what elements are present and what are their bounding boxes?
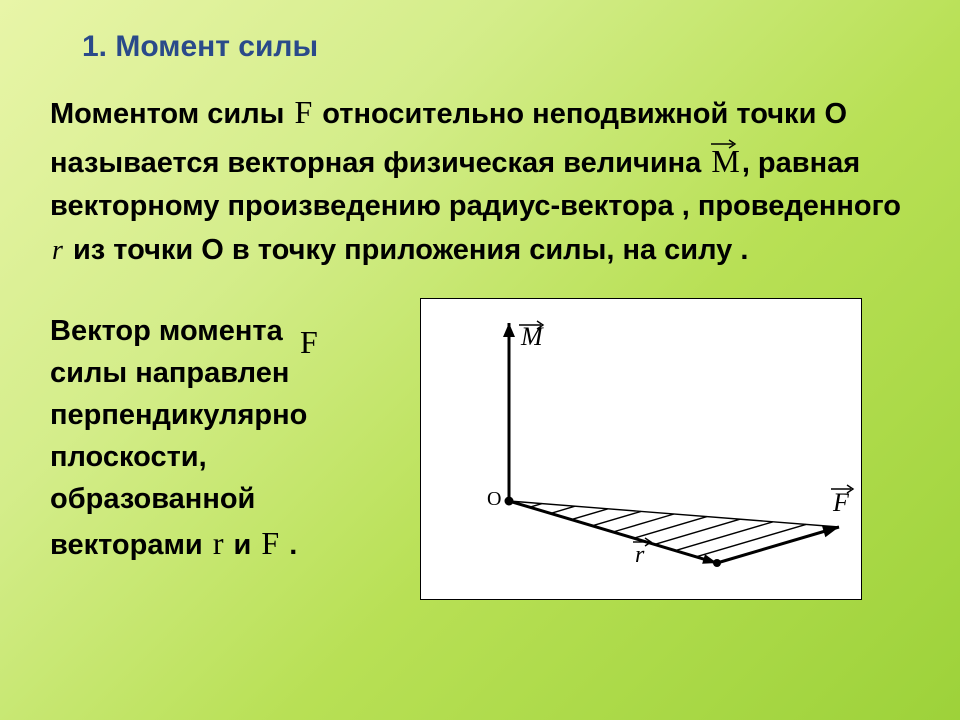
symbol-F-float: F <box>300 324 318 361</box>
symbol-M-vec: M <box>709 143 741 179</box>
symbol-F-bottom: F <box>259 525 281 561</box>
svg-text:O: O <box>487 488 501 510</box>
symbol-r-inline: r <box>50 235 65 266</box>
symbol-F-top: F <box>292 94 314 130</box>
definition-paragraph: Моментом силы F относительно неподвижной… <box>50 88 910 272</box>
lower-text-3: . <box>281 529 297 561</box>
slide-title: 1. Момент силы <box>50 30 910 64</box>
diagram-container: OMFr <box>420 298 862 605</box>
symbol-r-bottom: r <box>211 525 226 561</box>
para-text-1: Моментом силы <box>50 98 292 130</box>
lower-text-2: и <box>225 529 259 561</box>
svg-text:r: r <box>635 542 645 568</box>
para-text-4: из точки О в точку приложения силы, на с… <box>65 234 749 266</box>
moment-diagram: OMFr <box>420 298 862 600</box>
